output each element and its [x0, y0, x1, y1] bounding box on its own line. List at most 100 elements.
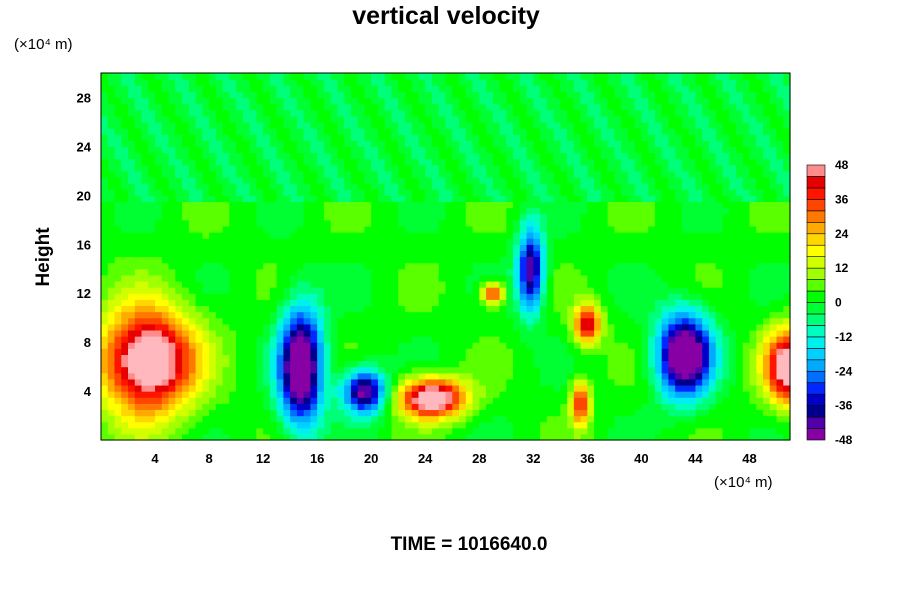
field-cell [263, 354, 271, 362]
field-cell [242, 391, 251, 398]
field-cell [296, 195, 305, 203]
field-cell [222, 250, 230, 258]
field-cell [661, 299, 670, 307]
field-cell [465, 158, 474, 166]
field-cell [688, 384, 697, 392]
field-cell [357, 219, 366, 227]
field-cell [377, 397, 386, 404]
field-cell [621, 378, 629, 386]
field-cell [479, 311, 487, 319]
field-cell [506, 152, 514, 160]
field-cell [229, 342, 237, 349]
field-cell [567, 280, 575, 288]
field-cell [134, 189, 143, 196]
field-cell [202, 195, 210, 203]
field-cell [202, 140, 210, 147]
field-cell [269, 140, 278, 147]
field-cell [762, 397, 771, 404]
field-cell [614, 329, 622, 337]
field-cell [317, 256, 325, 264]
field-cell [587, 213, 595, 221]
field-cell [580, 274, 588, 282]
field-cell [161, 183, 170, 190]
field-cell [702, 433, 710, 441]
field-cell [215, 336, 224, 343]
chart-title: vertical velocity [352, 2, 540, 30]
field-cell [546, 244, 555, 251]
field-cell [418, 348, 426, 355]
field-cell [411, 274, 420, 282]
field-cell [337, 287, 345, 294]
field-cell [242, 384, 251, 392]
field-cell [540, 225, 548, 233]
field-cell [256, 311, 264, 319]
field-cell [567, 293, 575, 300]
field-cell [580, 378, 588, 386]
field-cell [438, 409, 447, 417]
field-cell [236, 176, 244, 184]
field-cell [310, 232, 318, 239]
field-cell [242, 244, 251, 251]
field-cell [296, 232, 305, 239]
field-cell [168, 195, 176, 203]
field-cell [587, 207, 595, 215]
field-cell [323, 409, 332, 417]
field-cell [526, 176, 534, 184]
field-cell [155, 164, 163, 172]
field-cell [107, 342, 116, 349]
field-cell [168, 427, 176, 435]
field-cell [364, 195, 372, 203]
field-cell [641, 232, 649, 239]
field-cell [391, 427, 399, 435]
field-cell [668, 409, 676, 417]
field-cell [269, 170, 278, 178]
field-cell [675, 360, 683, 368]
field-cell [107, 195, 116, 203]
field-cell [540, 360, 548, 368]
field-cell [168, 348, 176, 355]
field-cell [249, 213, 257, 221]
field-cell [654, 207, 663, 215]
field-cell [182, 299, 190, 307]
field-cell [634, 366, 642, 374]
field-cell [621, 433, 629, 441]
field-cell [141, 336, 149, 343]
field-cell [783, 348, 791, 355]
field-cell [587, 262, 595, 270]
field-cell [344, 152, 352, 160]
field-cell [708, 299, 717, 307]
field-cell [452, 152, 460, 160]
field-cell [114, 329, 122, 337]
field-cell [675, 433, 683, 441]
field-cell [661, 195, 670, 203]
field-cell [175, 176, 183, 184]
field-cell [742, 207, 751, 215]
field-cell [323, 213, 332, 221]
field-cell [384, 152, 393, 160]
field-cell [101, 354, 109, 362]
field-cell [594, 262, 602, 270]
field-cell [195, 415, 203, 423]
field-cell [627, 427, 636, 435]
field-cell [202, 287, 210, 294]
field-cell [735, 176, 744, 184]
field-cell [175, 366, 183, 374]
field-cell [195, 207, 203, 215]
field-cell [668, 152, 676, 160]
field-cell [783, 170, 791, 178]
field-cell [101, 433, 109, 441]
field-cell [438, 421, 447, 429]
field-cell [425, 354, 433, 362]
field-cell [256, 232, 264, 239]
field-cell [519, 403, 528, 411]
field-cell [506, 372, 514, 380]
field-cell [776, 213, 784, 221]
field-cell [614, 336, 622, 343]
field-cell [675, 195, 683, 203]
field-cell [411, 262, 420, 270]
field-cell [492, 140, 501, 147]
field-cell [648, 421, 656, 429]
field-cell [263, 372, 271, 380]
field-cell [398, 348, 406, 355]
field-cell [391, 403, 399, 411]
